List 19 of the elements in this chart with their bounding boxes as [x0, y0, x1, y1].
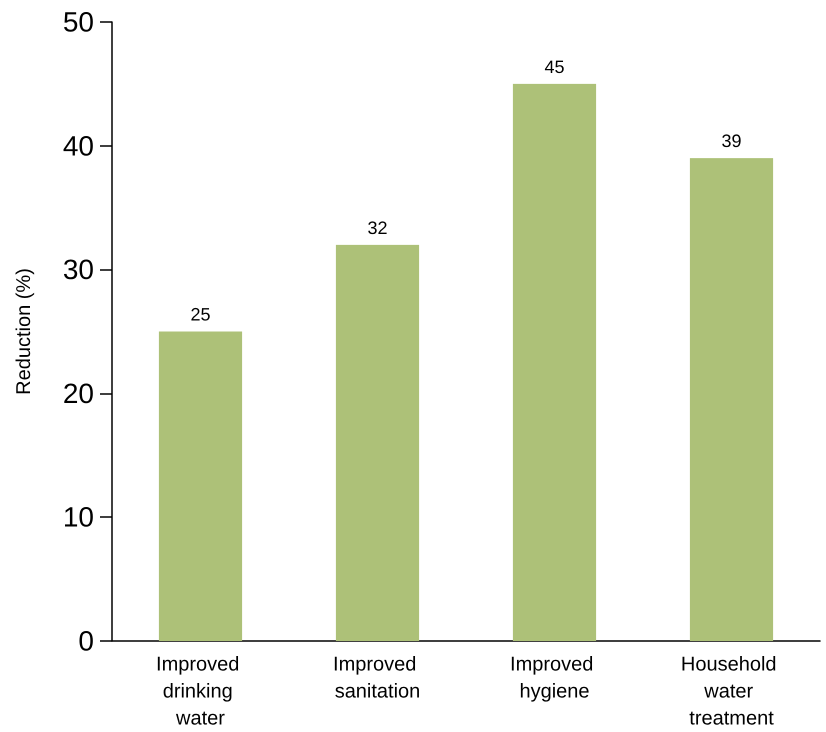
y-tick-label: 20: [62, 378, 94, 409]
data-label: 25: [190, 304, 211, 324]
x-tick-label: Improved drinking water: [156, 654, 245, 730]
y-tick-label: 40: [62, 130, 94, 162]
y-tick-label: 50: [62, 6, 94, 38]
y-tick-label: 0: [78, 626, 94, 656]
x-tick-label: Improved hygiene: [510, 654, 599, 702]
x-tick-label: Household water treatment: [680, 654, 782, 730]
data-label: 39: [721, 131, 742, 152]
bar: [158, 332, 242, 641]
y-axis-title: Reduction (%): [13, 268, 35, 395]
bar: [336, 244, 420, 641]
y-tick-label: 10: [62, 502, 94, 533]
data-label: 32: [367, 218, 388, 238]
y-tick-label: 30: [62, 254, 94, 286]
x-tick-label: Improved sanitation: [333, 654, 422, 702]
data-label: 45: [544, 56, 565, 77]
bar: [512, 84, 596, 641]
bar: [690, 158, 774, 641]
